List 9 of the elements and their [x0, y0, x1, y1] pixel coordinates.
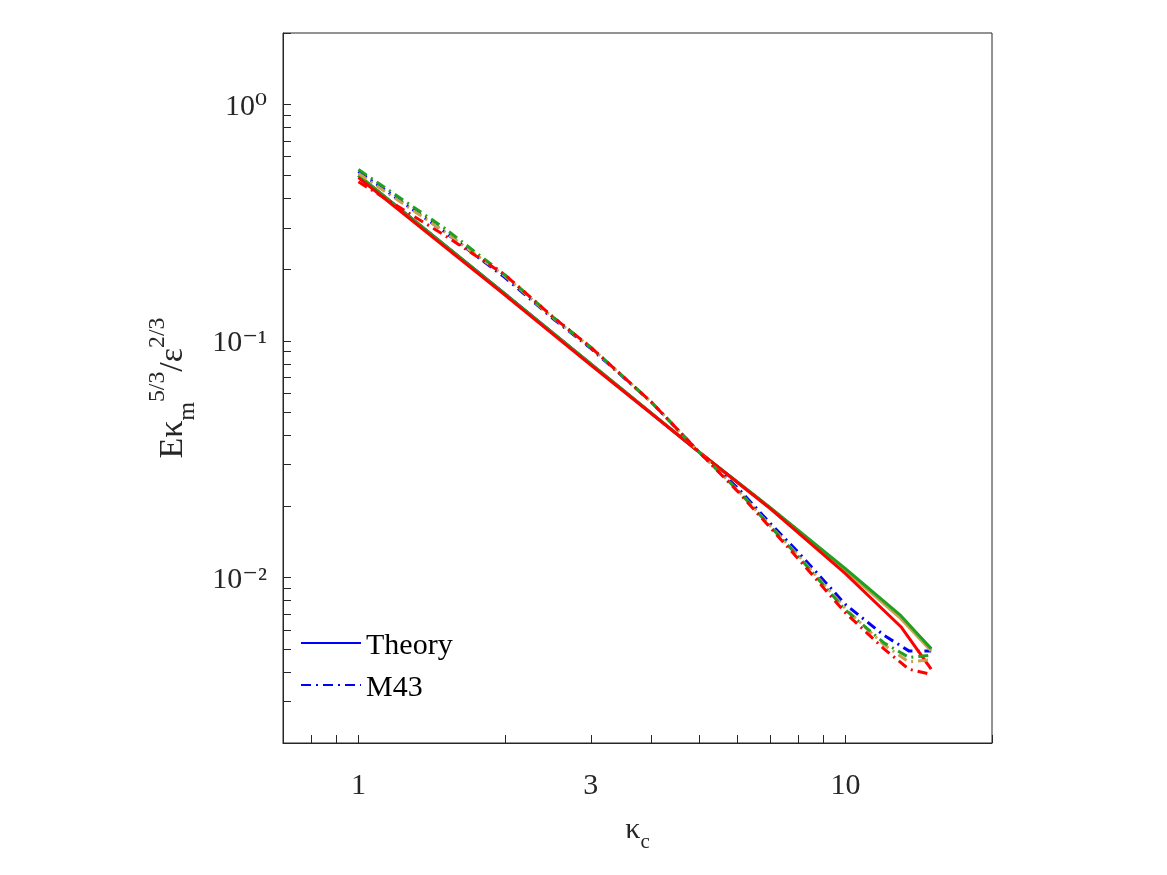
y-tick-label: 10⁻² [212, 561, 267, 595]
y-tick-label: 10⁻¹ [212, 324, 267, 358]
x-tick-label: 10 [830, 766, 861, 800]
legend-label: Theory [366, 626, 453, 660]
legend-label: M43 [366, 668, 423, 702]
x-tick-label: 1 [350, 766, 366, 800]
x-tick-label: 3 [583, 766, 599, 800]
y-tick-label: 10⁰ [224, 87, 267, 121]
y-axis-title: Eκm5/3/ε2/3 [142, 317, 199, 459]
